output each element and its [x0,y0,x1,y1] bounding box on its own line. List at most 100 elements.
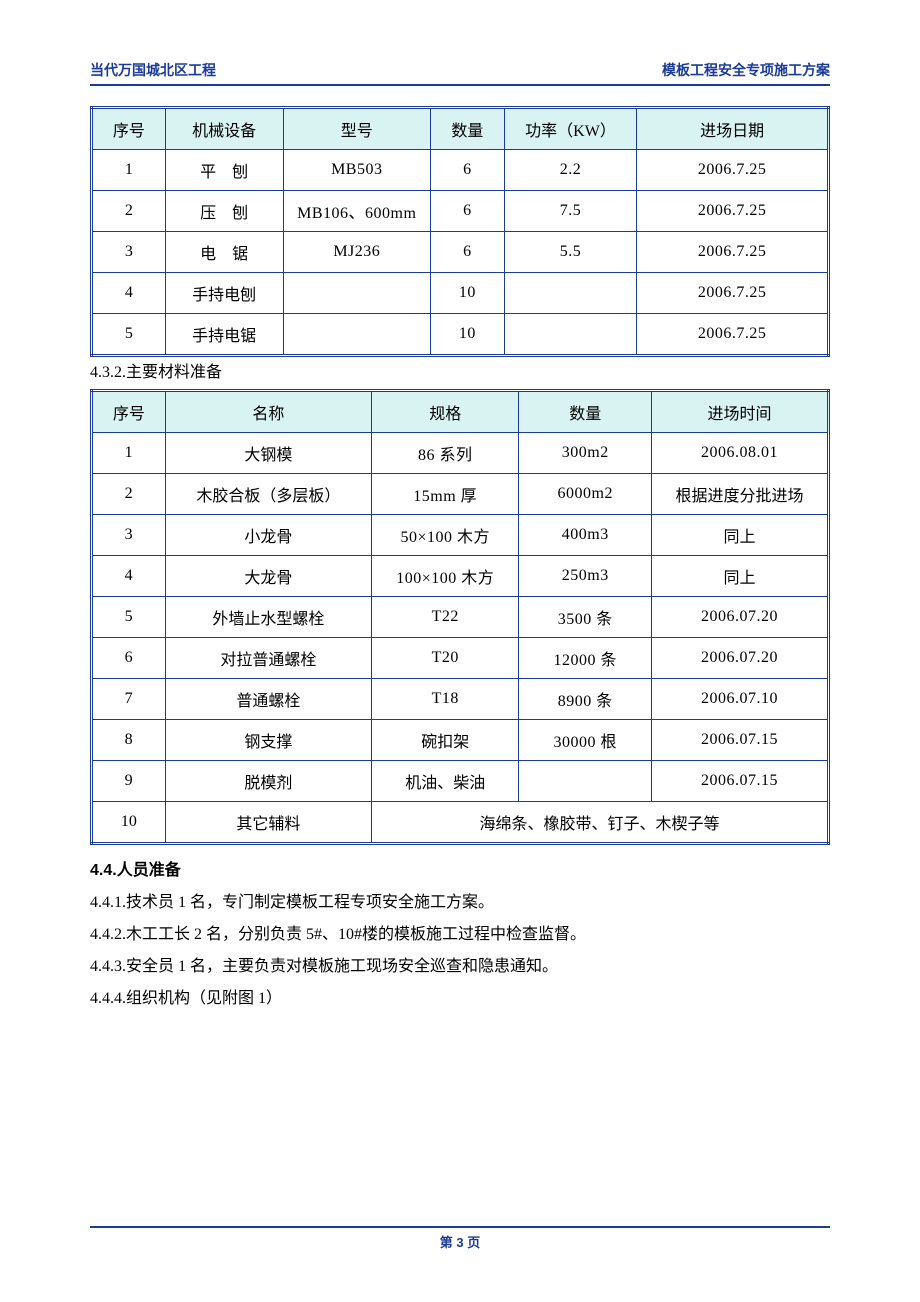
item-4-4-2: 4.4.2.木工工长 2 名，分别负责 5#、10#楼的模板施工过程中检查监督。 [90,919,830,951]
table-cell: 1 [92,433,166,474]
table-cell: 4 [92,556,166,597]
table-cell: 2006.7.25 [637,150,829,191]
table-cell [283,314,430,356]
section-4-3-2: 4.3.2.主要材料准备 [90,357,830,389]
table-cell: 手持电刨 [165,273,283,314]
table-cell: MB503 [283,150,430,191]
table-cell: 10 [92,802,166,844]
table-header-cell: 名称 [165,391,371,433]
table-row: 5外墙止水型螺栓T223500 条2006.07.20 [92,597,829,638]
table-cell: 根据进度分批进场 [652,474,829,515]
table-cell: 小龙骨 [165,515,371,556]
header-rule [90,84,830,86]
table-cell: 机油、柴油 [372,761,519,802]
table-cell: 2006.7.25 [637,273,829,314]
table-cell: 2 [92,474,166,515]
table-row: 3小龙骨50×100 木方400m3同上 [92,515,829,556]
table-cell: 6 [430,232,504,273]
table-cell: 碗扣架 [372,720,519,761]
table-cell: 10 [430,273,504,314]
table-cell: 木胶合板（多层板） [165,474,371,515]
table-cell: 12000 条 [519,638,652,679]
table-cell: 2006.07.20 [652,638,829,679]
table-header-cell: 功率（KW） [504,108,637,150]
table-cell: 3 [92,232,166,273]
table-cell: 100×100 木方 [372,556,519,597]
table-cell: 6 [430,150,504,191]
table-cell: 脱模剂 [165,761,371,802]
table-cell: 5 [92,314,166,356]
table-cell: MB106、600mm [283,191,430,232]
table-row: 2木胶合板（多层板）15mm 厚6000m2根据进度分批进场 [92,474,829,515]
table-cell: 86 系列 [372,433,519,474]
item-4-4-1: 4.4.1.技术员 1 名，专门制定模板工程专项安全施工方案。 [90,887,830,919]
table-row: 4手持电刨102006.7.25 [92,273,829,314]
table-header-cell: 进场时间 [652,391,829,433]
table-header-cell: 数量 [519,391,652,433]
table-row: 2压 刨MB106、600mm67.52006.7.25 [92,191,829,232]
table-cell: T22 [372,597,519,638]
table-cell: 400m3 [519,515,652,556]
table-cell: 50×100 木方 [372,515,519,556]
table-cell: 2006.07.15 [652,761,829,802]
page-footer: 第 3 页 [90,1226,830,1252]
table-cell: 2006.07.20 [652,597,829,638]
table-cell: 大钢模 [165,433,371,474]
table-cell: 7.5 [504,191,637,232]
table-header-cell: 进场日期 [637,108,829,150]
table-cell: 电 锯 [165,232,283,273]
footer-rule [90,1226,830,1228]
page-header: 当代万国城北区工程 模板工程安全专项施工方案 [90,60,830,84]
table-cell: T18 [372,679,519,720]
table-cell: 2006.7.25 [637,314,829,356]
item-4-4-3: 4.4.3.安全员 1 名，主要负责对模板施工现场安全巡查和隐患通知。 [90,951,830,983]
table-row: 10其它辅料海绵条、橡胶带、钉子、木楔子等 [92,802,829,844]
table-row: 7普通螺栓T188900 条2006.07.10 [92,679,829,720]
table-cell: 30000 根 [519,720,652,761]
table-cell: 5.5 [504,232,637,273]
table-cell: 6 [430,191,504,232]
table-cell: 3500 条 [519,597,652,638]
table-cell: 其它辅料 [165,802,371,844]
table-row: 1大钢模86 系列300m22006.08.01 [92,433,829,474]
header-left: 当代万国城北区工程 [90,60,216,80]
table-cell: 6 [92,638,166,679]
table-cell [519,761,652,802]
table-cell: T20 [372,638,519,679]
table-cell: 10 [430,314,504,356]
table-cell: 钢支撑 [165,720,371,761]
table-cell: 3 [92,515,166,556]
table-row: 5手持电锯102006.7.25 [92,314,829,356]
table-row: 8钢支撑碗扣架30000 根2006.07.15 [92,720,829,761]
table-row: 4大龙骨100×100 木方250m3同上 [92,556,829,597]
table-cell [283,273,430,314]
table-cell: 对拉普通螺栓 [165,638,371,679]
table-cell: 2006.07.10 [652,679,829,720]
table-cell [504,314,637,356]
table-cell: 大龙骨 [165,556,371,597]
table-cell: 7 [92,679,166,720]
table-cell: 平 刨 [165,150,283,191]
table-cell: 2006.7.25 [637,191,829,232]
table-cell: 250m3 [519,556,652,597]
table-header-cell: 数量 [430,108,504,150]
table-cell: 1 [92,150,166,191]
table-cell: 8900 条 [519,679,652,720]
table-cell: 2006.08.01 [652,433,829,474]
table-row: 6对拉普通螺栓T2012000 条2006.07.20 [92,638,829,679]
table-cell: 同上 [652,556,829,597]
table-row: 1平 刨MB50362.22006.7.25 [92,150,829,191]
section-4-4-title: 4.4.人员准备 [90,855,830,887]
page-number: 第 3 页 [440,1235,480,1250]
item-4-4-4: 4.4.4.组织机构（见附图 1） [90,983,830,1015]
table-cell: 6000m2 [519,474,652,515]
table-cell-merged: 海绵条、橡胶带、钉子、木楔子等 [372,802,829,844]
table-header-cell: 型号 [283,108,430,150]
table-row: 3电 锯MJ23665.52006.7.25 [92,232,829,273]
table-cell: 2 [92,191,166,232]
table-cell: 9 [92,761,166,802]
materials-table: 序号名称规格数量进场时间 1大钢模86 系列300m22006.08.012木胶… [90,389,830,845]
table-cell: 2006.7.25 [637,232,829,273]
table-header-cell: 序号 [92,108,166,150]
section-4-4: 4.4.人员准备 4.4.1.技术员 1 名，专门制定模板工程专项安全施工方案。… [90,855,830,1015]
